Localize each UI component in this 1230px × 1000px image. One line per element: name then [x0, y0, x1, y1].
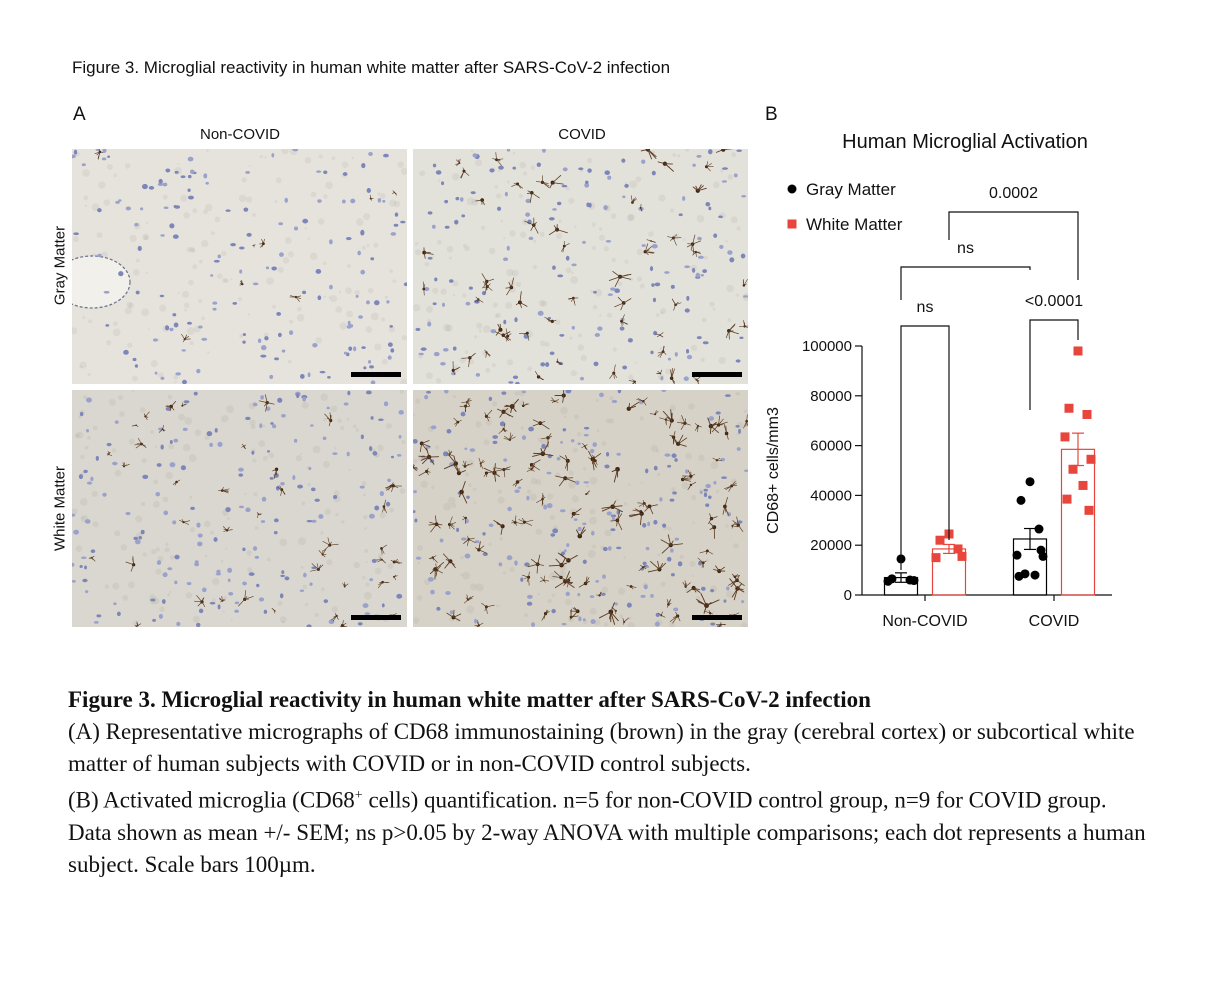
- data-point-1-1-7: [1062, 494, 1072, 504]
- figure-title: Figure 3. Microglial reactivity in human…: [72, 58, 671, 77]
- y-tick-label-3: 60000: [810, 438, 852, 455]
- microglial-activation-chart: Human Microglial Activation Gray Matter Wh…: [765, 131, 1112, 630]
- data-point-0-1-3: [1012, 550, 1022, 560]
- data-point-1-1-3: [1060, 432, 1070, 442]
- bar-1-1: [1060, 448, 1096, 596]
- caption-stats: Data shown as mean +/- SEM; ns p>0.05 by…: [68, 819, 1146, 877]
- data-point-1-1-8: [1084, 505, 1094, 515]
- significance-label-1: <0.0001: [1025, 293, 1083, 310]
- data-point-0-1-7: [1014, 571, 1024, 581]
- caption-panel-b: (B) Activated microglia (CD68+ cells) qu…: [68, 780, 1148, 817]
- row-label-white-matter: White Matter: [51, 465, 69, 552]
- scale-bar: [351, 615, 401, 620]
- caption-panel-a: (A) Representative micrographs of CD68 i…: [68, 719, 1135, 776]
- legend-marker-1: [787, 219, 797, 229]
- scale-bar: [692, 615, 742, 620]
- significance-bracket-2: [900, 266, 1031, 300]
- micrograph-non-covid-gray-matter: [72, 149, 407, 384]
- caption-title: Figure 3. Microglial reactivity in human…: [68, 687, 871, 712]
- data-point-0-1-8: [1036, 545, 1046, 555]
- legend-label-0: Gray Matter: [806, 180, 896, 199]
- significance-bracket-0: [900, 325, 950, 570]
- legend-label-1: White Matter: [806, 215, 903, 234]
- y-tick-label-5: 100000: [802, 338, 852, 355]
- significance-bracket-3: [948, 211, 1079, 280]
- y-tick-label-0: 0: [844, 587, 852, 604]
- caption-panel-b-pre: (B) Activated microglia (CD68: [68, 787, 355, 813]
- y-axis-label: CD68+ cells/mm3: [765, 407, 782, 534]
- row-label-gray-matter: Gray Matter: [51, 225, 69, 306]
- y-tick-label-4: 80000: [810, 388, 852, 405]
- column-label-non-covid: Non-COVID: [199, 126, 281, 143]
- data-point-0-1-6: [1030, 570, 1040, 580]
- figure-caption: Figure 3. Microglial reactivity in human…: [68, 684, 1148, 881]
- panel-b-letter: B: [765, 104, 778, 125]
- data-point-0-1-0: [1025, 477, 1035, 487]
- data-point-1-1-1: [1064, 403, 1074, 413]
- data-point-1-0-2: [953, 544, 963, 554]
- panel-a-letter: A: [73, 104, 86, 125]
- y-tick-label-2: 40000: [810, 487, 852, 504]
- caption-superscript: +: [354, 788, 363, 803]
- data-point-1-0-4: [957, 551, 967, 561]
- data-point-1-0-1: [935, 535, 945, 545]
- micrograph-covid-white-matter: [413, 390, 748, 627]
- data-point-1-1-4: [1086, 454, 1096, 464]
- data-point-1-1-6: [1078, 480, 1088, 490]
- data-point-0-0-3: [883, 576, 893, 586]
- micrograph-covid-gray-matter: [413, 149, 748, 384]
- significance-label-3: 0.0002: [989, 185, 1038, 202]
- scale-bar: [351, 372, 401, 377]
- data-point-1-1-0: [1073, 346, 1083, 356]
- data-point-0-1-2: [1034, 524, 1044, 534]
- data-point-1-1-2: [1082, 409, 1092, 419]
- chart-title: Human Microglial Activation: [842, 131, 1088, 153]
- micrograph-non-covid-white-matter: [72, 390, 407, 627]
- x-tick-label-0: Non-COVID: [882, 613, 967, 630]
- legend-marker-0: [787, 184, 797, 194]
- caption-panel-b-post: cells) quantification. n=5 for non-COVID…: [362, 787, 1107, 813]
- scale-bar: [692, 372, 742, 377]
- data-point-0-0-4: [909, 576, 919, 586]
- significance-label-0: ns: [917, 299, 934, 316]
- significance-label-2: ns: [957, 240, 974, 257]
- x-tick-label-1: COVID: [1029, 613, 1080, 630]
- data-point-1-0-3: [931, 553, 941, 563]
- y-tick-label-1: 20000: [810, 537, 852, 554]
- data-point-1-1-5: [1068, 464, 1078, 474]
- data-point-0-1-1: [1016, 495, 1026, 505]
- column-label-covid: COVID: [558, 126, 606, 143]
- significance-bracket-1: [1029, 319, 1079, 410]
